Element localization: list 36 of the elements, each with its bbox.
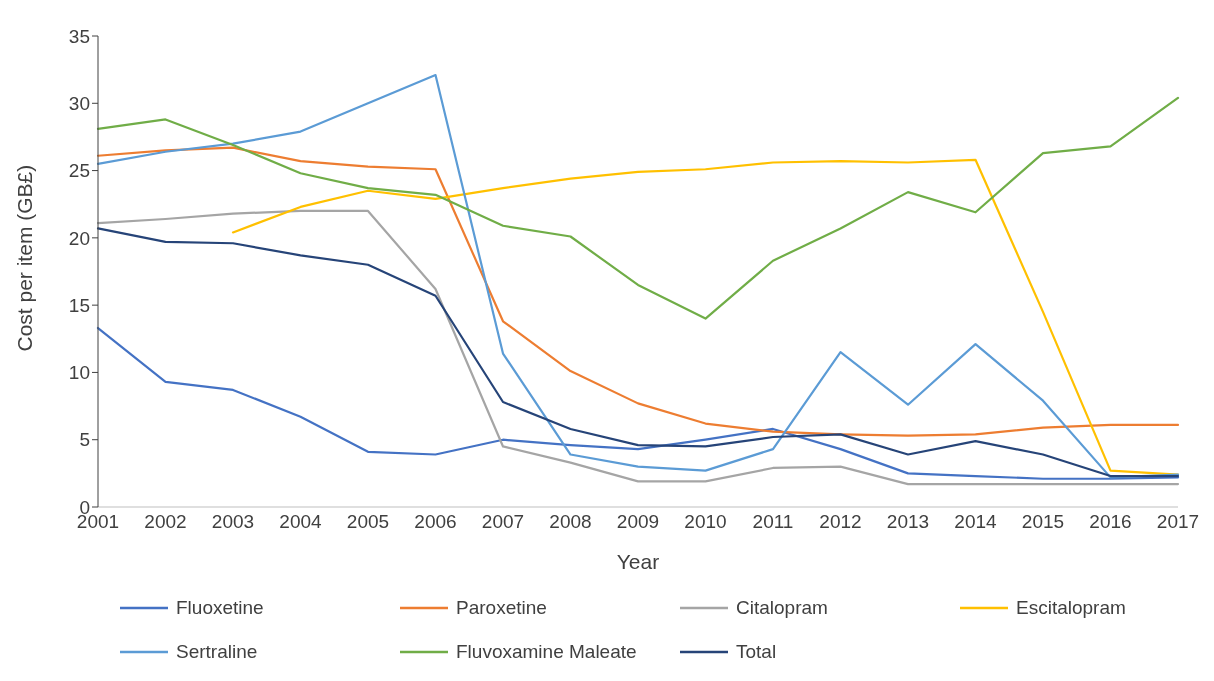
legend-label: Sertraline <box>176 641 258 663</box>
legend-label: Paroxetine <box>456 597 547 619</box>
y-tick-label: 30 <box>68 93 90 115</box>
x-tick-label: 2005 <box>346 511 390 533</box>
x-tick-label: 2017 <box>1156 511 1200 533</box>
x-tick-label: 2004 <box>279 511 323 533</box>
y-axis-title: Cost per item (GB£) <box>13 164 37 352</box>
y-tick-label: 25 <box>68 160 90 182</box>
x-tick-label: 2003 <box>211 511 255 533</box>
x-tick-label: 2010 <box>684 511 727 533</box>
x-tick-label: 2011 <box>752 511 794 533</box>
x-tick-label: 2015 <box>1021 511 1065 533</box>
y-tick-label: 20 <box>68 227 90 249</box>
y-tick-label: 35 <box>68 25 90 47</box>
x-tick-label: 2016 <box>1089 511 1132 533</box>
x-tick-label: 2008 <box>549 511 592 533</box>
legend-label: Fluoxetine <box>176 597 264 619</box>
y-tick-label: 5 <box>79 429 90 451</box>
line-series <box>96 73 1180 479</box>
x-tick-label: 2012 <box>819 511 862 533</box>
legend-label: Fluvoxamine Maleate <box>456 641 637 663</box>
x-tick-label: 2013 <box>886 511 930 533</box>
x-tick-label: 2014 <box>954 511 998 533</box>
x-axis-title: Year <box>616 550 660 573</box>
line-series <box>96 96 1180 320</box>
x-tick-label: 2007 <box>481 511 525 533</box>
line-series <box>96 146 1180 437</box>
y-tick-label: 10 <box>68 362 90 384</box>
legend-label: Escitalopram <box>1016 597 1126 619</box>
legend-label: Total <box>736 641 777 663</box>
line-series <box>96 326 1180 480</box>
x-tick-label: 2009 <box>616 511 660 533</box>
y-tick-label: 15 <box>68 294 90 316</box>
legend-label: Citalopram <box>736 597 828 619</box>
x-tick-label: 2002 <box>144 511 187 533</box>
x-tick-label: 2006 <box>414 511 457 533</box>
